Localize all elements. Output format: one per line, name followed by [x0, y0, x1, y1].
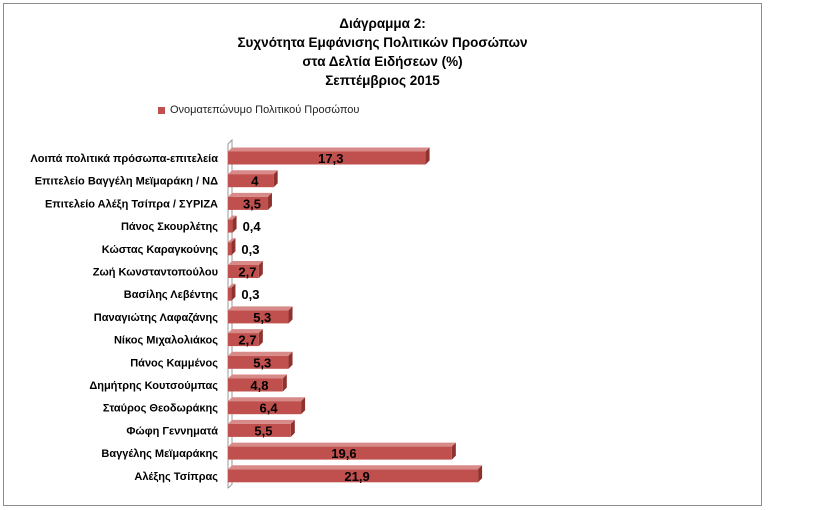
bar: [228, 378, 283, 392]
title-line: Σεπτέμβριος 2015: [325, 73, 440, 88]
data-label: 19,6: [331, 446, 356, 461]
chart-frame: [3, 3, 762, 506]
data-label: 0,4: [243, 219, 262, 234]
bar: [228, 265, 259, 278]
category-label: Βαγγέλης Μεϊμαράκης: [101, 448, 218, 460]
data-label: 0,3: [241, 242, 259, 257]
bar-top: [228, 329, 263, 334]
bar-top: [228, 351, 293, 356]
category-label: Βασίλης Λεβέντης: [124, 289, 218, 301]
bar-side: [232, 215, 237, 233]
bar-top: [228, 397, 306, 402]
bar: [228, 310, 289, 324]
bar-top: [228, 170, 278, 175]
bar-side: [273, 170, 278, 188]
title-line: Διάγραμμα 2:: [339, 16, 426, 31]
data-label: 4: [251, 174, 259, 189]
bar: [228, 469, 479, 483]
bar: [228, 333, 259, 347]
bar: [228, 219, 233, 233]
data-label: 4,8: [250, 378, 268, 393]
bar: [228, 446, 452, 460]
data-label: 3,5: [243, 196, 261, 211]
bar-side: [301, 397, 306, 415]
category-label: Πάνος Καμμένος: [130, 357, 218, 369]
data-label: 5,3: [253, 310, 271, 325]
category-label: Νίκος Μιχαλολιάκος: [114, 335, 218, 347]
bar-side: [425, 147, 430, 165]
data-label: 2,7: [238, 333, 256, 348]
bar-side: [282, 374, 287, 392]
bar: [228, 174, 274, 188]
bar-top: [228, 442, 456, 447]
data-label: 0,3: [241, 287, 259, 302]
bar-side: [231, 283, 236, 301]
bar-top: [228, 306, 293, 311]
category-label: Δημήτρης Κουτσούμπας: [89, 380, 218, 392]
bar: [228, 151, 426, 165]
category-label: Επιτελείο Βαγγέλη Μεϊμαράκη / ΝΔ: [35, 176, 218, 188]
bar-side: [288, 306, 293, 324]
legend: Ονοματεπώνυμο Πολιτικού Προσώπου: [158, 104, 359, 116]
legend-label: Ονοματεπώνυμο Πολιτικού Προσώπου: [170, 104, 360, 116]
category-label: Πάνος Σκουρλέτης: [121, 221, 218, 233]
data-label: 5,3: [253, 355, 271, 370]
bar-side: [258, 329, 263, 347]
category-label: Λοιπά πολιτικά πρόσωπα-επιτελεία: [30, 153, 218, 165]
category-label: Κώστας Καραγκούνης: [102, 244, 219, 256]
chart-title: Διάγραμμα 2: Συχνότητα Εμφάνισης Πολιτικ…: [3, 14, 762, 90]
bar-top: [228, 419, 295, 424]
bar-side: [231, 238, 236, 256]
data-label: 2,7: [238, 265, 256, 280]
category-label: Επιτελείο Αλέξη Τσίπρα / ΣΥΡΙΖΑ: [45, 198, 218, 210]
legend-swatch: [158, 106, 165, 114]
category-label: Παναγιώτης Λαφαζάνης: [94, 312, 219, 324]
bar: [228, 196, 268, 210]
bar-top: [228, 215, 237, 220]
bar-top: [228, 238, 236, 243]
bar-side: [290, 419, 295, 437]
bar: [228, 287, 232, 301]
data-label: 6,4: [260, 401, 279, 416]
bar-top: [228, 465, 483, 470]
data-label: 21,9: [344, 469, 369, 484]
bar-side: [478, 465, 483, 483]
bar-side: [288, 351, 293, 369]
bar: [228, 401, 302, 415]
bar-top: [228, 374, 287, 379]
category-label: Φώφη Γεννηματά: [126, 425, 218, 437]
bar-top: [228, 283, 236, 288]
bar-side: [451, 442, 456, 460]
axis-wall: [227, 138, 233, 489]
data-label: 5,5: [254, 423, 272, 438]
data-label: 17,3: [318, 151, 343, 166]
bar-side: [267, 192, 272, 210]
bar-top: [228, 261, 263, 265]
bar: [228, 355, 289, 369]
category-label: Σταύρος Θεοδωράκης: [103, 403, 218, 415]
category-label: Ζωή Κωνσταντοπούλου: [93, 267, 218, 279]
category-label: Αλέξης Τσίπρας: [134, 471, 218, 483]
title-line: στα Δελτία Ειδήσεων (%): [302, 54, 463, 69]
bar: [228, 242, 232, 256]
bar-top: [228, 192, 272, 197]
bar: [228, 423, 291, 437]
title-line: Συχνότητα Εμφάνισης Πολιτικών Προσώπων: [237, 35, 528, 50]
bar-side: [258, 261, 263, 278]
bar-top: [228, 147, 430, 152]
